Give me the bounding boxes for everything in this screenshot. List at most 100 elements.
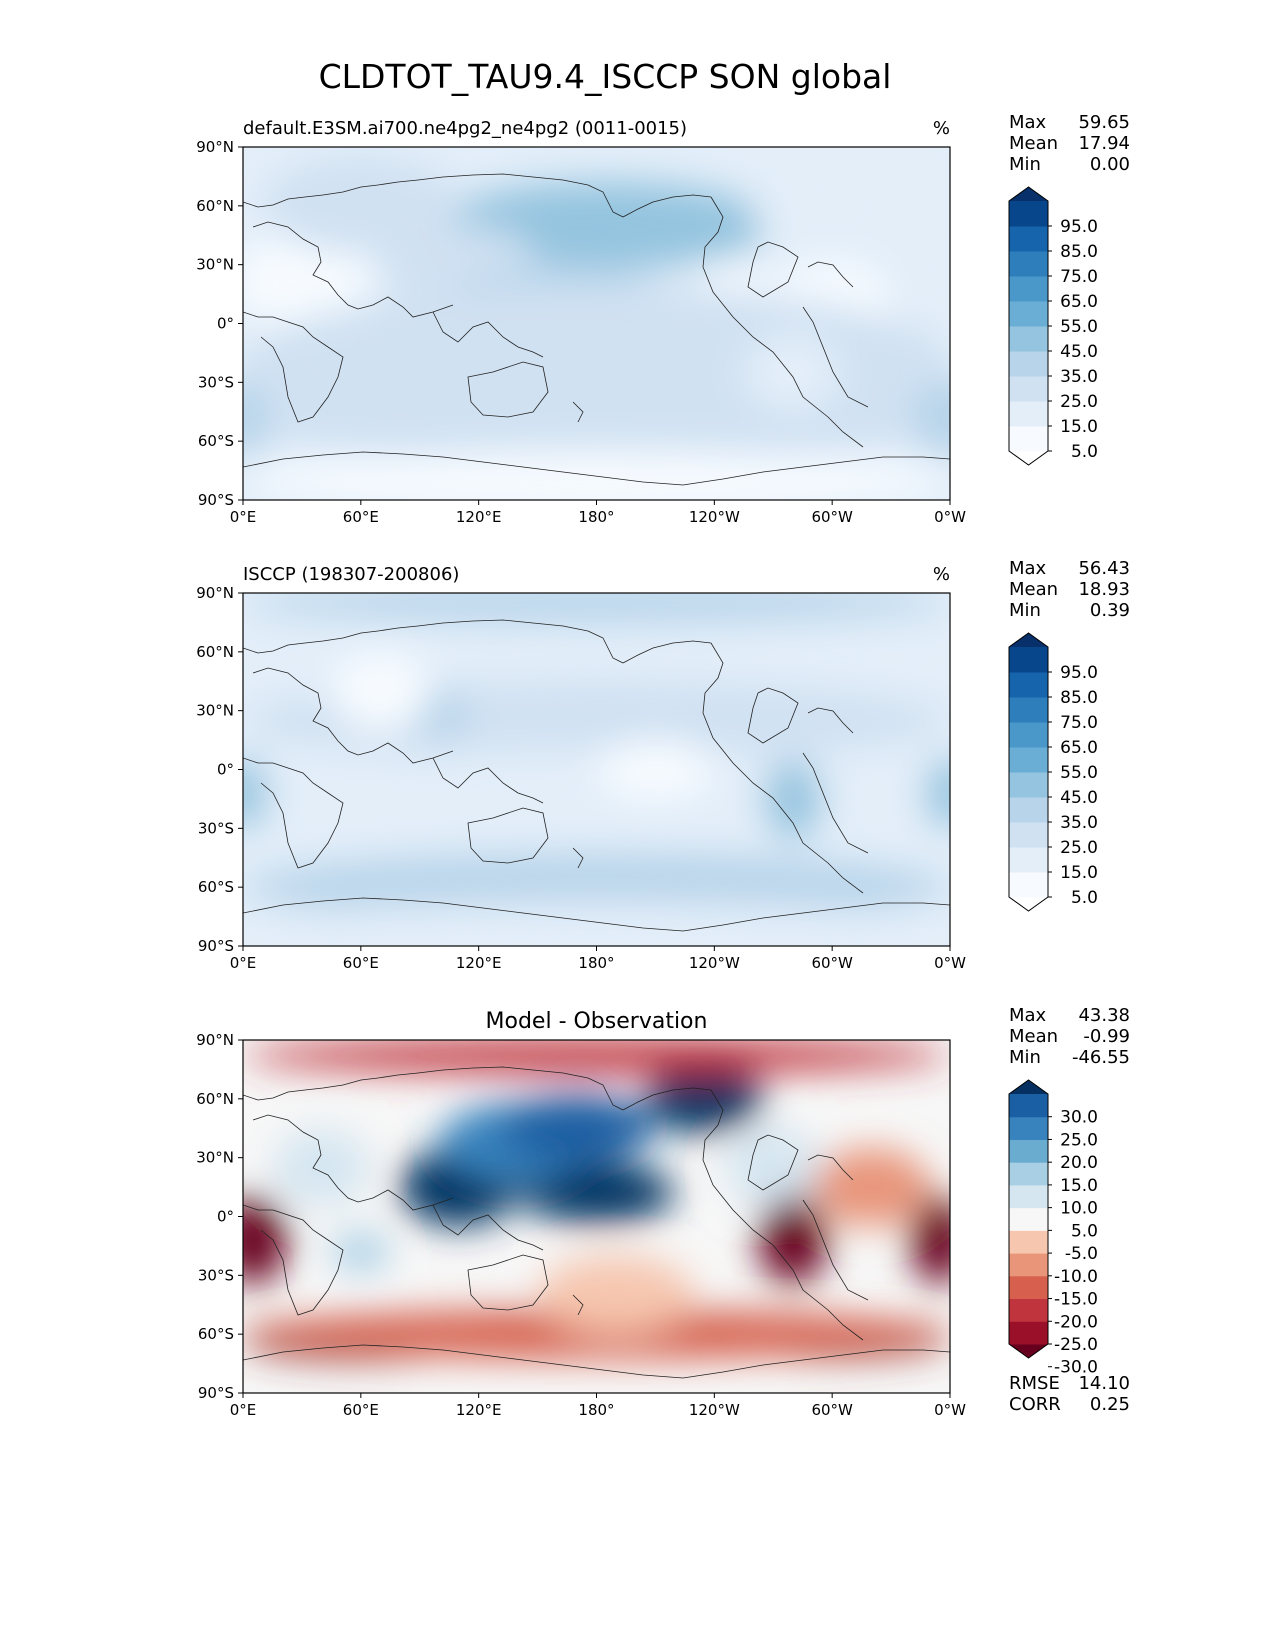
field-patch [243,1309,950,1359]
colorbar-segment [1009,772,1048,798]
y-tick-label: 30°N [196,1149,234,1167]
colorbar-extend-top [1009,187,1048,201]
colorbar-label: 85.0 [1060,242,1098,262]
colorbar-model: 95.0 85.0 75.0 65.0 55.0 45.0 35.0 25.0 15.0 5.0 [1008,186,1098,466]
stat-value-corr: 0.25 [1090,1394,1130,1415]
field-contours [243,147,950,500]
stat-label-min: Min [1009,154,1041,175]
colorbar-extend-top [1009,633,1048,647]
field-patch [262,156,460,255]
stat-label-max: Max [1009,112,1047,133]
x-tick-label: 0°W [934,508,966,526]
x-tick-label: 120°E [456,954,502,972]
field-patch [925,758,950,828]
colorbar-segment [1009,672,1048,698]
field-patch [331,651,430,731]
panel-model: 0°E 60°E 120°E 180° 120°W 60°W 0°W 90°N 60°N 30°N… [196,112,1130,526]
colorbar-label: 35.0 [1060,367,1098,387]
colorbar-label: 85.0 [1060,688,1098,708]
colorbar-segment [1009,351,1048,377]
x-tick-label: 180° [578,1401,614,1419]
colorbar-label: 10.0 [1060,1199,1098,1219]
colorbar-segment [1009,1184,1048,1209]
colorbar-extend-top [1009,1080,1048,1094]
colorbar-segment [1009,822,1048,848]
field-patch [243,231,371,330]
field-patch [243,901,950,946]
x-tick-label: 0°E [230,1401,257,1419]
field-patch [537,1255,695,1335]
colorbar-diff: 30.025.0 20.0 15.0 10.05.0 -5.0 -10.0 -15.0-20… [1008,1079,1098,1378]
y-tick-label: 0° [217,1208,234,1226]
colorbar-label: 55.0 [1060,763,1098,783]
stat-value-max: 59.65 [1078,112,1130,133]
colorbar-label: -30.0 [1054,1358,1098,1378]
stat-label-mean: Mean [1009,579,1058,600]
field-patch [763,759,823,839]
colorbar-segment [1009,376,1048,402]
colorbar-extend-bottom [1009,451,1048,465]
field-patch [812,1147,931,1227]
y-tick-label: 30°S [198,373,234,391]
colorbar-segment [1009,797,1048,823]
field-patch [243,378,273,457]
stat-value-min: 0.00 [1090,154,1130,175]
colorbar-label: 95.0 [1060,663,1098,683]
colorbar-label: -25.0 [1054,1335,1098,1355]
colorbar-segment [1009,1116,1048,1140]
x-tick-label: 120°W [689,954,740,972]
x-tick-label: 120°W [689,1401,740,1419]
colorbar-segment [1009,747,1048,773]
panel-left-title: default.E3SM.ai700.ne4pg2_ne4pg2 (0011-0… [243,118,687,139]
colorbar-label: 45.0 [1060,788,1098,808]
colorbar-segment [1009,1094,1048,1118]
panel-left-title: ISCCP (198307-200806) [243,564,459,585]
field-patch [910,378,950,457]
field-patch [243,450,950,500]
field-contours [243,1040,950,1360]
x-tick-label: 60°W [811,1401,853,1419]
y-tick-label: 60°N [196,643,234,661]
colorbar-extend-bottom [1009,897,1048,911]
colorbar-label: 15.0 [1060,417,1098,437]
field-patch [645,1064,764,1134]
stat-value-rmse: 14.10 [1078,1373,1130,1394]
colorbar-segment [1009,1321,1048,1345]
x-tick-label: 120°E [456,1401,502,1419]
colorbar-segment [1009,301,1048,327]
y-tick-label: 90°S [198,1384,234,1402]
colorbar-segment [1009,847,1048,873]
y-tick-label: 30°S [198,819,234,837]
colorbar-label: -15.0 [1054,1290,1098,1310]
field-patch [724,1128,823,1207]
field-patch [243,758,268,828]
colorbar-segment [1009,722,1048,748]
colorbar-label: 5.0 [1071,442,1098,462]
stat-label-corr: CORR [1009,1394,1061,1415]
map-diff [243,1040,950,1393]
colorbar-segment [1009,647,1048,673]
stat-value-mean: 17.94 [1078,133,1130,154]
panels: 0°E 60°E 120°E 180° 120°W 60°W 0°W 90°N 60°N 30°N… [196,112,1130,1419]
y-tick-label: 30°N [196,256,234,274]
x-tick-label: 120°E [456,508,502,526]
field-patch [243,382,950,461]
colorbar-segment [1009,697,1048,723]
field-patch [331,1232,391,1272]
colorbar-label: 15.0 [1060,863,1098,883]
x-tick-label: 60°E [343,508,379,526]
field-patch [498,1093,656,1163]
field-patch [243,593,950,623]
field-patch [758,1195,828,1285]
y-tick-label: 60°S [198,1325,234,1343]
colorbar-segment [1009,872,1048,898]
field-patch [272,1128,371,1207]
colorbar-segment [1009,251,1048,277]
y-tick-label: 90°N [196,584,234,602]
colorbar-obs: 95.0 85.0 75.0 65.0 55.0 45.0 35.0 25.0 15.0 5.0 [1008,632,1098,912]
panel-obs: 0°E 60°E 120°E 180° 120°W 60°W 0°W 90°N 60°N 30°N… [196,558,1130,972]
field-patch [910,1195,950,1285]
colorbar-segment [1009,226,1048,252]
colorbar-label: -5.0 [1065,1244,1098,1264]
y-tick-label: 90°N [196,138,234,156]
